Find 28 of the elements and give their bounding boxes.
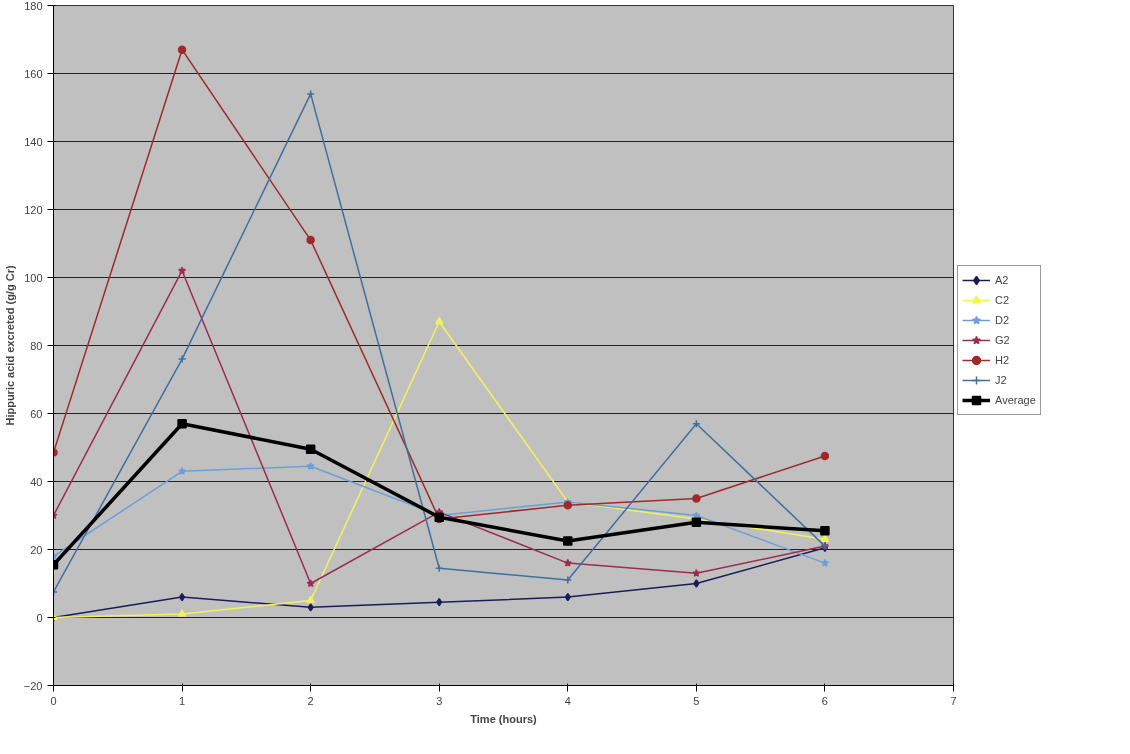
x-tick-label: 2 <box>307 694 314 707</box>
y-tick-label: −20 <box>23 679 43 692</box>
legend-label: G2 <box>995 334 1011 346</box>
x-tick-label: 7 <box>950 694 957 707</box>
y-tick-label: 20 <box>30 543 43 556</box>
x-tick-label: 6 <box>821 694 828 707</box>
y-tick-label: 100 <box>24 271 43 284</box>
y-tick-label: 140 <box>24 135 43 148</box>
x-tick-label: 4 <box>564 694 571 707</box>
y-tick-label: 0 <box>36 611 43 624</box>
legend-label: D2 <box>995 314 1011 326</box>
x-tick-label: 0 <box>50 694 57 707</box>
x-tick-label: 1 <box>179 694 186 707</box>
y-axis-title: Hippuric acid excreted (g/g Cr) <box>3 265 16 426</box>
y-tick-label: 120 <box>24 203 43 216</box>
y-tick-label: 180 <box>24 0 43 12</box>
y-tick-label: 60 <box>30 407 43 420</box>
legend-label: A2 <box>995 274 1010 286</box>
x-axis-title: Time (hours) <box>470 712 538 725</box>
legend-label: C2 <box>995 294 1011 306</box>
y-tick-label: 160 <box>24 67 43 80</box>
x-tick-label: 5 <box>693 694 700 707</box>
y-tick-label: 40 <box>30 475 43 488</box>
legend-label: J2 <box>995 374 1008 386</box>
x-tick-label: 3 <box>436 694 443 707</box>
legend-label: Average <box>995 394 1036 406</box>
legend-label: H2 <box>995 354 1011 366</box>
y-tick-label: 80 <box>30 339 43 352</box>
